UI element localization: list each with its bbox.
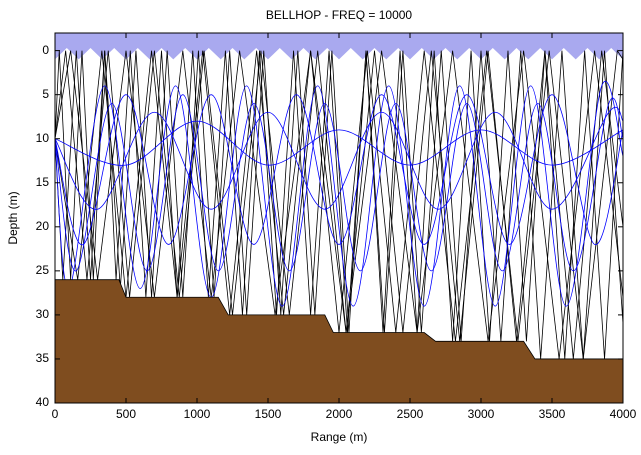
- x-axis-label: Range (m): [311, 430, 368, 444]
- ray: [55, 49, 623, 359]
- y-tick-label: 35: [36, 351, 50, 365]
- x-tick-label: 2500: [397, 407, 424, 421]
- ray: [55, 120, 623, 166]
- x-tick-label: 500: [116, 407, 136, 421]
- x-tick-label: 4000: [610, 407, 637, 421]
- y-tick-label: 25: [36, 263, 50, 277]
- y-tick-label: 15: [36, 175, 50, 189]
- bathymetry: [55, 279, 623, 403]
- y-axis-label: Depth (m): [6, 191, 20, 244]
- ray: [55, 106, 623, 210]
- x-tick-label: 1500: [255, 407, 282, 421]
- y-tick-label: 0: [42, 43, 49, 57]
- x-tick-label: 2000: [326, 407, 353, 421]
- x-tick-label: 1000: [184, 407, 211, 421]
- x-tick-label: 3000: [468, 407, 495, 421]
- ray: [55, 50, 623, 359]
- chart-title: BELLHOP - FREQ = 10000: [266, 8, 413, 22]
- x-tick-label: 3500: [539, 407, 566, 421]
- ray: [55, 81, 623, 307]
- y-tick-label: 20: [36, 219, 50, 233]
- ray: [55, 94, 623, 245]
- y-tick-label: 40: [36, 395, 50, 409]
- plot-area: [55, 33, 623, 403]
- y-tick-label: 5: [42, 87, 49, 101]
- y-tick-label: 30: [36, 307, 50, 321]
- x-tick-label: 0: [52, 407, 59, 421]
- y-tick-label: 10: [36, 131, 50, 145]
- ray: [55, 94, 623, 272]
